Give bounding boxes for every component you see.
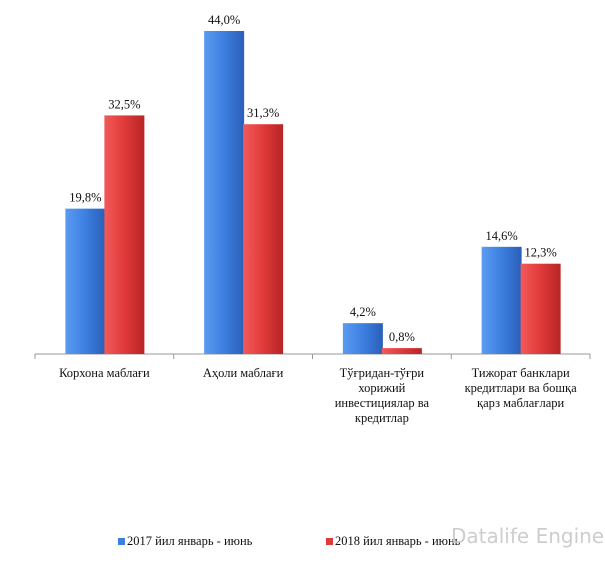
bar-2018 xyxy=(243,124,284,354)
data-label: 44,0% xyxy=(208,13,240,27)
legend-item-2018: 2018 йил январь - июнь xyxy=(326,534,460,549)
data-label: 12,3% xyxy=(524,246,556,260)
data-label: 19,8% xyxy=(69,191,101,205)
bar-2017 xyxy=(481,246,522,354)
category-label: Аҳоли маблағи xyxy=(202,366,284,380)
bar-chart: 19,8% 32,5% 44,0% 31,3% 4,2% 0,8% 14,6% 12,3% xyxy=(34,13,591,359)
legend-item-2017: 2017 йил январь - июнь xyxy=(118,534,252,549)
watermark: Datalife Engine xyxy=(451,524,605,548)
bar-2018 xyxy=(520,263,561,354)
data-label: 32,5% xyxy=(108,97,140,111)
category-label: Тўғридан-тўғри хорижий инвестициялар ва … xyxy=(334,366,430,425)
bar-2017 xyxy=(204,31,245,354)
legend-label: 2017 йил январь - июнь xyxy=(127,534,253,548)
legend-label: 2018 йил январь - июнь xyxy=(335,534,461,548)
bar-2018 xyxy=(104,115,145,354)
category-label: Тижорат банклари кредитлари ва бошқа қар… xyxy=(464,366,577,410)
legend-swatch xyxy=(118,538,125,545)
bar-2017 xyxy=(342,323,383,354)
bar-2018 xyxy=(381,348,422,354)
data-label: 14,6% xyxy=(485,229,517,243)
data-label: 31,3% xyxy=(247,106,279,120)
legend-swatch xyxy=(326,538,333,545)
category-label: Корхона маблағи xyxy=(59,366,150,380)
bar-2017 xyxy=(65,208,106,354)
data-label: 0,8% xyxy=(389,330,415,344)
data-label: 4,2% xyxy=(350,305,376,319)
